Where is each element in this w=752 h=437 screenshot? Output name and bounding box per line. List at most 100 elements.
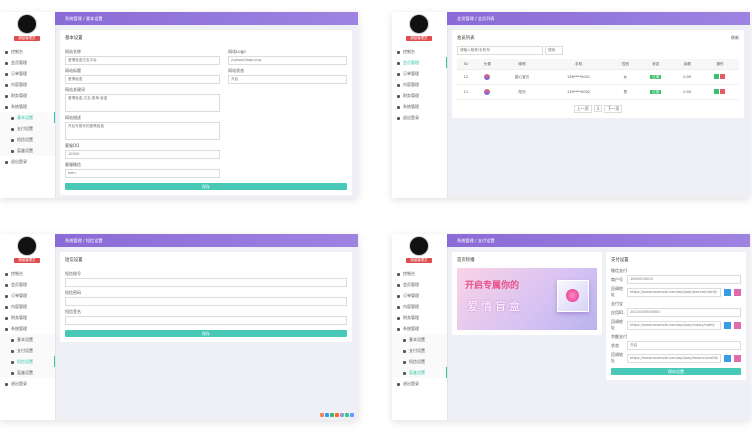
input[interactable]: 爱情盲盒交友平台 bbox=[65, 56, 221, 65]
menu-item[interactable]: 控制台 bbox=[0, 46, 55, 57]
input[interactable]: 爱情盲盒 bbox=[65, 75, 221, 84]
submenu-item[interactable]: 盲盒设置 bbox=[392, 367, 447, 378]
cell: 男 bbox=[612, 84, 638, 100]
submenu-item[interactable]: 盲盒设置 bbox=[0, 145, 55, 156]
sidebar: 超级管理员 控制台 会员管理 订单管理 内容管理 财务管理 系统管理 基本设置 支付设置 短信设置… bbox=[392, 234, 448, 420]
gift-box bbox=[557, 280, 589, 312]
menu-item[interactable]: 会员管理 bbox=[392, 57, 447, 68]
submenu-item[interactable]: 基本设置 bbox=[0, 112, 55, 123]
menu-item[interactable]: 财务管理 bbox=[0, 312, 55, 323]
header-row: ID 头像 昵称 手机 性别 状态 余额 操作 bbox=[457, 59, 739, 70]
input[interactable]: 10000 bbox=[65, 150, 221, 159]
menu-item[interactable]: 订单管理 bbox=[392, 290, 447, 301]
submenu-item[interactable]: 支付设置 bbox=[0, 123, 55, 134]
tray-icon bbox=[330, 413, 334, 417]
page-link[interactable]: 上一页 bbox=[573, 105, 592, 113]
clear-button[interactable] bbox=[733, 288, 741, 296]
upload-button[interactable] bbox=[723, 354, 731, 362]
menu: 控制台 会员管理 订单管理 内容管理 财务管理 系统管理 基本设置 支付设置 短信设置 盲盒设置退… bbox=[0, 46, 55, 167]
submenu-item[interactable]: 盲盒设置 bbox=[0, 367, 55, 378]
edit-button[interactable] bbox=[714, 89, 720, 94]
search-input[interactable]: 请输入昵称/手机号 bbox=[457, 46, 543, 55]
menu-item[interactable]: 财务管理 bbox=[392, 312, 447, 323]
save-button[interactable]: 保存 bbox=[65, 330, 347, 337]
menu-item[interactable]: 订单管理 bbox=[0, 68, 55, 79]
card: 会员列表 刷新 请输入昵称/手机号 搜索 ID 头像 昵称 手机 性别 状态 余额 操作 12 甜心宝贝 1… bbox=[452, 30, 744, 118]
menu-item[interactable]: 退出登录 bbox=[392, 378, 447, 389]
menu-item[interactable]: 内容管理 bbox=[0, 301, 55, 312]
input[interactable]: 2021000000000 bbox=[627, 308, 741, 317]
submenu-item[interactable]: 支付设置 bbox=[0, 345, 55, 356]
status: 正常 bbox=[650, 74, 662, 79]
menu-item[interactable]: 系统管理 bbox=[0, 101, 55, 112]
menu-item[interactable]: 内容管理 bbox=[392, 79, 447, 90]
tray-icon bbox=[320, 413, 324, 417]
input[interactable] bbox=[65, 278, 347, 287]
input[interactable]: https://www.example.com/api/pay/wechat/n… bbox=[627, 287, 721, 297]
submenu-item[interactable]: 短信设置 bbox=[0, 134, 55, 145]
field-row: 商户号 1600000000 bbox=[611, 275, 741, 284]
submenu-item[interactable]: 短信设置 bbox=[392, 356, 447, 367]
menu-item[interactable]: 会员管理 bbox=[0, 279, 55, 290]
input[interactable]: 开启 bbox=[627, 341, 741, 350]
menu-item[interactable]: 系统管理 bbox=[392, 323, 447, 334]
table-row: 12 甜心宝贝 138****0001 女 正常 0.00 bbox=[457, 69, 739, 85]
avatar bbox=[18, 237, 36, 255]
column-header: 性别 bbox=[612, 59, 638, 70]
clear-button[interactable] bbox=[733, 354, 741, 362]
input[interactable]: https://www.example.com/api/pay/alipay/n… bbox=[627, 320, 721, 330]
delete-button[interactable] bbox=[720, 89, 726, 94]
save-button[interactable]: 保存设置 bbox=[611, 368, 741, 375]
menu-item[interactable]: 内容管理 bbox=[392, 301, 447, 312]
input[interactable]: https://www.example.com/api/pay/balance/… bbox=[627, 353, 721, 363]
menu-item[interactable]: 财务管理 bbox=[0, 90, 55, 101]
save-button[interactable]: 保存 bbox=[65, 183, 347, 190]
menu-item[interactable]: 控制台 bbox=[0, 268, 55, 279]
input[interactable]: 爱情盲盒,交友,脱单,盲盒 bbox=[65, 94, 221, 112]
menu-item[interactable]: 订单管理 bbox=[392, 68, 447, 79]
cell-text: 0.00 bbox=[683, 90, 692, 94]
menu-item[interactable]: 退出登录 bbox=[0, 378, 55, 389]
menu-item[interactable]: 控制台 bbox=[392, 268, 447, 279]
menu-item[interactable]: 退出登录 bbox=[392, 112, 447, 123]
menu-item[interactable]: 内容管理 bbox=[0, 79, 55, 90]
field-label: 回调地址 bbox=[611, 286, 623, 297]
page-link[interactable]: 1 bbox=[593, 105, 603, 112]
upload-button[interactable] bbox=[723, 288, 731, 296]
card-title: 首页轮播 bbox=[457, 258, 475, 263]
input[interactable]: /upload/logo.png bbox=[228, 56, 347, 65]
menu-item[interactable]: 退出登录 bbox=[0, 156, 55, 167]
input[interactable]: 开启 bbox=[228, 75, 347, 84]
input[interactable] bbox=[65, 297, 347, 306]
search-button[interactable]: 搜索 bbox=[545, 46, 563, 55]
submenu-item[interactable]: 基本设置 bbox=[392, 334, 447, 345]
menu: 控制台 会员管理 订单管理 内容管理 财务管理 系统管理 基本设置 支付设置 短信设置 盲盒设置退… bbox=[0, 268, 55, 389]
upload-button[interactable] bbox=[723, 321, 731, 329]
input[interactable]: 开启专属你的爱情盲盒 bbox=[65, 122, 221, 140]
submenu-item[interactable]: 基本设置 bbox=[0, 334, 55, 345]
submenu-item[interactable]: 支付设置 bbox=[392, 345, 447, 356]
group-title: 余额支付 bbox=[611, 334, 627, 339]
menu-item[interactable]: 会员管理 bbox=[392, 279, 447, 290]
edit-button[interactable] bbox=[714, 74, 720, 79]
column-header: 昵称 bbox=[499, 59, 545, 70]
page-link[interactable]: 下一页 bbox=[604, 105, 623, 113]
search-row: 请输入昵称/手机号 搜索 bbox=[457, 46, 739, 55]
input[interactable]: 1600000000 bbox=[627, 275, 741, 284]
submenu-item[interactable]: 短信设置 bbox=[0, 356, 55, 367]
menu-item[interactable]: 订单管理 bbox=[0, 290, 55, 301]
delete-button[interactable] bbox=[720, 74, 726, 79]
menu-item[interactable]: 会员管理 bbox=[0, 57, 55, 68]
refresh[interactable]: 刷新 bbox=[731, 35, 739, 40]
input[interactable]: kefu bbox=[65, 169, 221, 178]
menu-item[interactable]: 控制台 bbox=[392, 46, 447, 57]
menu-item[interactable]: 财务管理 bbox=[392, 90, 447, 101]
menu-item[interactable]: 系统管理 bbox=[0, 323, 55, 334]
tray-icon bbox=[345, 413, 349, 417]
menu-item[interactable]: 系统管理 bbox=[392, 101, 447, 112]
cell bbox=[474, 69, 500, 85]
clear-button[interactable] bbox=[733, 321, 741, 329]
input[interactable] bbox=[65, 316, 347, 325]
content: 会员列表 刷新 请输入昵称/手机号 搜索 ID 头像 昵称 手机 性别 状态 余额 操作 12 甜心宝贝 1… bbox=[448, 25, 750, 198]
